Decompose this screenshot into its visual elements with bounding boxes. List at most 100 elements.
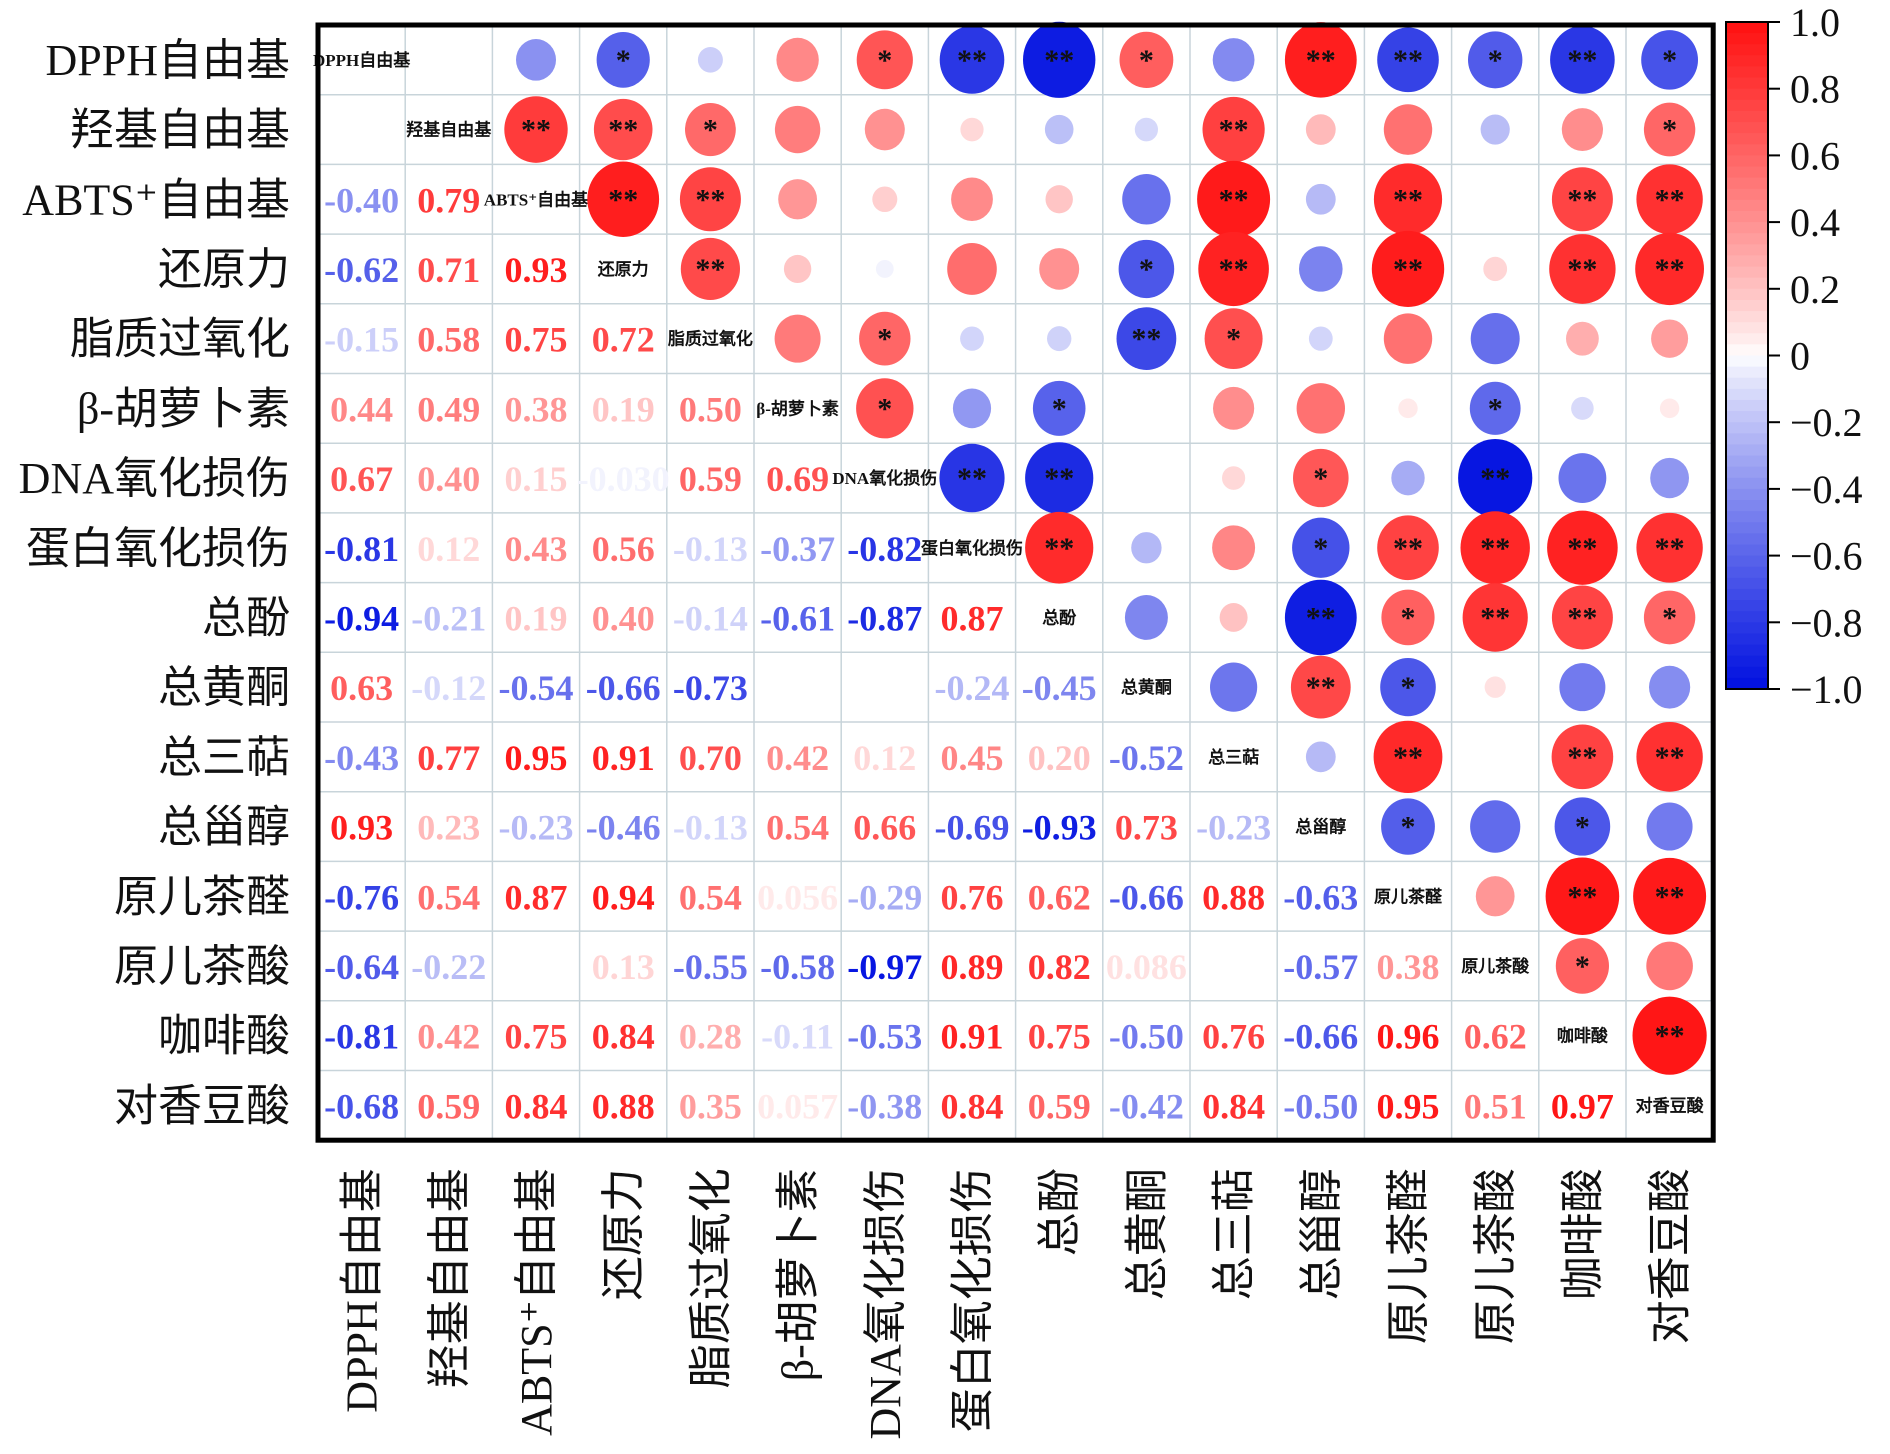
column-label: 原儿茶酸 [1471,1168,1520,1344]
row-label: 总三萜 [158,733,290,782]
correlation-value: 0.73 [1115,808,1178,848]
correlation-value: 0.75 [505,1017,568,1057]
correlation-value: -0.73 [673,668,748,708]
correlation-value: -0.81 [324,529,399,569]
column-label: DPPH自由基 [338,1168,387,1413]
row-label: 咖啡酸 [158,1012,290,1061]
colorbar-segment [1726,277,1768,290]
colorbar-segment [1726,99,1768,112]
significance-star: ** [1393,253,1423,286]
correlation-circle [697,47,723,73]
correlation-value: 0.88 [1202,877,1265,917]
correlation-value: 0.62 [1028,877,1091,917]
correlation-value: 0.49 [417,389,480,429]
correlation-value: 0.87 [941,598,1004,638]
significance-star: * [1662,114,1677,147]
correlation-value: 0.88 [592,1086,655,1126]
colorbar-segment [1726,500,1768,512]
correlation-value: 0.35 [679,1086,742,1126]
correlation-circle [1632,996,1707,1075]
significance-star: ** [1480,601,1510,634]
row-label: DPPH自由基 [46,36,291,85]
colorbar-segment [1726,44,1768,56]
significance-star: ** [1044,532,1074,565]
correlation-circle [1559,663,1606,712]
colorbar-segment [1726,199,1768,212]
correlation-value: 0.20 [1028,738,1091,778]
significance-star: ** [1044,462,1074,495]
colorbar-segment [1726,622,1768,635]
colorbar-segment [1726,399,1768,412]
significance-star: ** [1306,671,1336,704]
significance-star: * [1226,323,1241,356]
correlation-circle [1284,22,1357,98]
colorbar-segment [1726,244,1768,257]
correlation-value: 0.42 [417,1017,480,1057]
correlation-value: -0.63 [1283,877,1358,917]
correlation-value: 0.54 [766,808,829,848]
correlation-circle [1122,173,1171,225]
correlation-circle [1650,457,1689,499]
row-label: ABTS⁺自由基 [22,175,290,224]
colorbar-segment [1726,611,1768,623]
colorbar-segment [1726,388,1768,401]
significance-star: * [703,114,718,147]
correlation-value: 0.87 [505,877,568,917]
row-label: 蛋白氧化损伤 [26,524,290,573]
correlation-circle [1633,857,1707,935]
correlation-circle [1469,381,1521,435]
correlation-circle [1131,532,1162,564]
colorbar-segment [1726,422,1768,434]
correlation-circle [783,254,812,284]
correlation-value: -0.43 [324,738,399,778]
colorbar-segment [1726,588,1768,601]
correlation-value: -0.21 [411,598,486,638]
colorbar-segment [1726,188,1768,201]
correlation-circle [1119,31,1174,89]
diagonal-label: 总三萜 [1208,747,1259,767]
correlation-value: -0.53 [847,1017,922,1057]
correlation-circle [1549,234,1616,304]
correlation-value: 0.12 [417,529,480,569]
correlation-value: 0.58 [417,320,480,360]
correlation-value: 0.71 [417,250,480,290]
colorbar-segment [1726,110,1768,123]
colorbar-segment [1726,77,1768,90]
correlation-circle [1483,256,1508,282]
correlation-circle [516,39,556,81]
correlation-value: 0.086 [1106,947,1187,987]
significance-star: ** [1567,44,1597,77]
correlation-value: 0.28 [679,1017,742,1057]
correlation-value: -0.23 [499,808,574,848]
correlation-value: 0.056 [757,877,838,917]
row-label: DNA氧化损伤 [19,454,290,503]
colorbar-segment [1726,355,1768,368]
diagonal-label: 还原力 [597,259,649,279]
significance-star: ** [1655,741,1685,774]
correlation-value: 0.59 [679,459,742,499]
correlation-circle [1391,460,1425,496]
correlation-value: 0.93 [505,250,568,290]
correlation-circle [1118,239,1175,299]
row-label: 脂质过氧化 [70,315,290,364]
row-label: 原儿茶酸 [114,942,290,991]
correlation-value: 0.62 [1464,1017,1527,1057]
significance-star: ** [1567,880,1597,913]
correlation-value: 0.72 [592,320,655,360]
correlation-circle [776,37,819,82]
correlation-value: -0.93 [1022,808,1097,848]
diagonal-label: 脂质过氧化 [668,329,753,349]
correlation-circle [1381,798,1435,855]
correlation-circle [864,108,905,151]
row-label: β-胡萝卜素 [77,384,290,433]
correlation-circle [1219,603,1248,632]
colorbar-segment [1726,311,1768,323]
colorbar-segment [1726,633,1768,646]
row-label: 对香豆酸 [114,1081,290,1130]
correlation-value: -0.50 [1109,1017,1184,1057]
correlation-value: 0.59 [1028,1086,1091,1126]
colorbar-segment [1726,210,1768,223]
correlation-circle [1047,326,1072,352]
colorbar-segment [1726,566,1768,579]
